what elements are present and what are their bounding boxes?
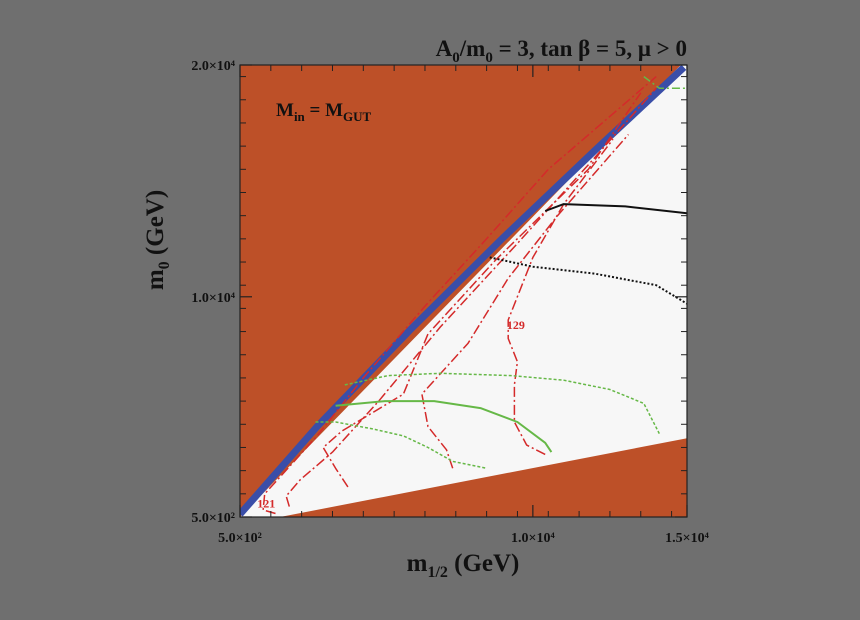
annotation-main-a: M xyxy=(276,100,294,121)
series-line xyxy=(421,134,629,469)
ylabel-rest: (GeV) xyxy=(142,190,169,262)
series-line xyxy=(262,76,657,515)
annotation-sub-a: in xyxy=(294,109,306,124)
title-sub-a: 0 xyxy=(452,50,460,66)
series-line xyxy=(643,75,687,89)
annotation-sub-b: GUT xyxy=(343,109,372,124)
x-tick-label: 1.5×10⁴ xyxy=(665,531,709,546)
xlabel-sub: 1/2 xyxy=(427,564,447,581)
series-line xyxy=(285,87,657,507)
series-line xyxy=(335,400,553,453)
series-line xyxy=(489,256,687,305)
x-tick-label: 5.0×10² xyxy=(218,531,262,546)
series-line xyxy=(344,372,660,434)
plot-frame xyxy=(239,64,688,518)
chart-title: A0/m0 = 3, tan β = 5, μ > 0 xyxy=(436,36,687,66)
xlabel-main: m xyxy=(407,550,428,577)
title-sub-b: 0 xyxy=(485,50,493,66)
y-tick-label: 1.0×10⁴ xyxy=(191,291,235,306)
title-main-a: A xyxy=(436,36,453,61)
y-tick-label: 5.0×10² xyxy=(191,511,235,526)
data-label: 129 xyxy=(507,318,525,332)
data-labels-layer: 121 129 xyxy=(257,318,525,510)
plot-annotation: Min = MGUT xyxy=(276,100,372,124)
regions-layer xyxy=(240,65,687,517)
data-label: 121 xyxy=(257,497,275,511)
y-tick-label: 2.0×10⁴ xyxy=(191,59,235,74)
series-line xyxy=(315,421,487,470)
x-axis-label: m1/2 (GeV) xyxy=(407,550,520,581)
dm-strip xyxy=(240,65,687,517)
excluded-region xyxy=(280,438,687,517)
series-layer xyxy=(262,75,687,515)
xlabel-rest: (GeV) xyxy=(448,550,520,577)
series-line xyxy=(544,203,687,215)
series-line xyxy=(507,138,614,456)
y-axis-label: m0 (GeV) xyxy=(142,190,173,290)
annotation-main-b: = M xyxy=(305,100,343,121)
title-rest: = 3, tan β = 5, μ > 0 xyxy=(493,36,687,61)
x-tick-label: 1.0×10⁴ xyxy=(511,531,555,546)
ylabel-main: m xyxy=(142,269,169,290)
ylabel-sub: 0 xyxy=(156,261,173,269)
ticks-layer: 5.0×10² 1.0×10⁴ 1.5×10⁴ 5.0×10² 1.0×10⁴ 2.0×1… xyxy=(191,59,709,546)
title-main-b: /m xyxy=(459,36,486,61)
